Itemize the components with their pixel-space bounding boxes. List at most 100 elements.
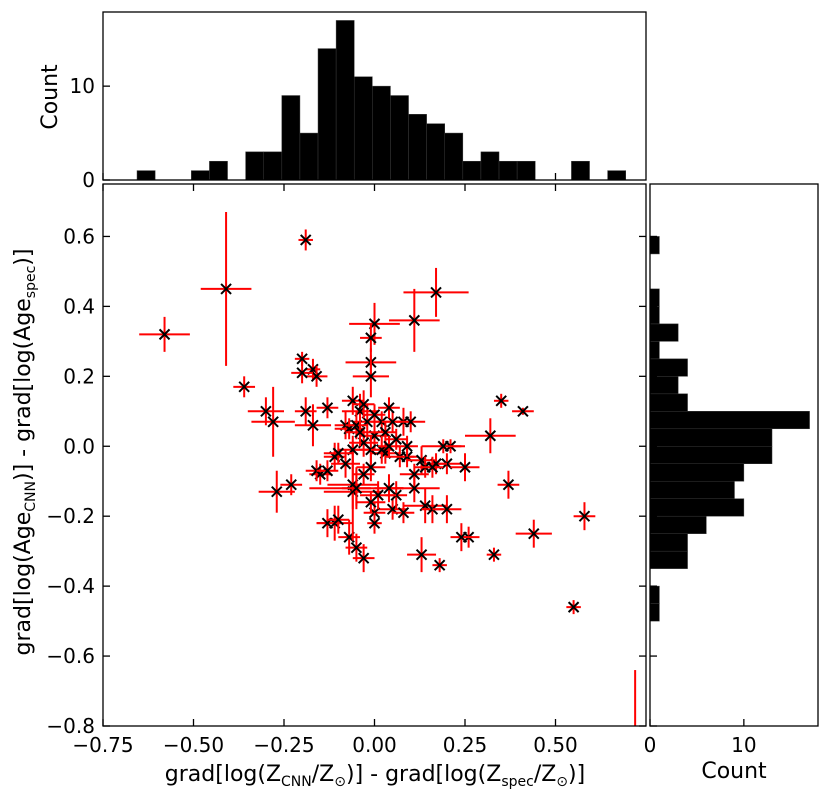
- x-marker-stroke: [332, 447, 345, 459]
- top-histogram-bar: [136, 170, 156, 180]
- x-marker-stroke: [368, 409, 381, 421]
- right-histogram-x-axis-label: Count: [701, 759, 767, 784]
- data-point: [323, 442, 353, 464]
- data-point: [331, 449, 361, 478]
- top-histogram-bar: [444, 132, 464, 180]
- top-histogram-panel: 0 10: [70, 11, 647, 192]
- data-point: [388, 288, 440, 352]
- right-histogram-bar: [650, 603, 660, 622]
- top-histogram-bar: [353, 76, 373, 180]
- x-marker-stroke: [296, 367, 308, 379]
- x-marker-stroke: [339, 458, 352, 470]
- x-marker-stroke: [321, 465, 334, 477]
- data-point: [421, 456, 444, 478]
- scatter-xtick-label: 0.50: [533, 733, 578, 757]
- x-marker-stroke: [379, 426, 392, 438]
- data-point: [573, 502, 596, 531]
- right-histogram-xtick-label: 10: [731, 733, 756, 757]
- right-histogram-bar: [650, 393, 688, 412]
- right-histogram-bar: [650, 236, 660, 255]
- x-marker-stroke: [408, 314, 421, 327]
- right-histogram-bar: [650, 323, 679, 342]
- data-point: [305, 365, 328, 387]
- top-histogram-y-axis-label: Count: [38, 64, 63, 130]
- top-histogram-bar: [390, 95, 409, 180]
- data-point: [291, 362, 313, 384]
- scatter-ytick-label: 0.4: [63, 294, 95, 318]
- x-marker-stroke: [300, 234, 312, 246]
- x-marker-stroke: [386, 416, 399, 428]
- right-histogram-bar: [650, 480, 735, 499]
- top-histogram-bar: [281, 95, 301, 180]
- x-marker-stroke: [441, 503, 453, 515]
- scatter-ytick-label: 0.6: [63, 224, 95, 248]
- x-marker-stroke: [365, 332, 377, 344]
- right-histogram-bar: [650, 550, 688, 569]
- top-histogram-bar: [372, 85, 391, 180]
- right-histogram-bar: [650, 463, 745, 482]
- x-marker-stroke: [238, 381, 250, 393]
- x-marker-stroke: [433, 559, 446, 571]
- scatter-ytick-label: −0.6: [46, 644, 95, 668]
- x-marker-stroke: [430, 286, 442, 299]
- top-histogram-bar: [335, 20, 355, 180]
- data-point: [392, 502, 415, 524]
- main-y-axis-label: grad[log(AgeCNN)] - grad[log(Agespec)]: [11, 249, 39, 656]
- x-marker-stroke: [401, 440, 413, 452]
- data-point: [432, 495, 462, 524]
- data-point: [139, 316, 190, 352]
- top-histogram-ytick-label: 10: [70, 74, 95, 98]
- top-histogram-bar: [516, 160, 536, 180]
- x-marker-stroke: [321, 402, 334, 414]
- data-point: [465, 418, 516, 454]
- x-marker-stroke: [220, 283, 232, 295]
- x-marker-stroke: [365, 496, 377, 508]
- scatter-ytick-label: −0.2: [46, 504, 95, 528]
- data-point: [367, 512, 382, 534]
- x-marker-stroke: [347, 395, 359, 407]
- right-histogram-bar: [650, 515, 707, 534]
- main-x-axis-label: grad[log(ZCNN/Z⊙)] - grad[log(Zspec/Z⊙)]: [165, 762, 585, 790]
- right-histogram-panel: 0 10: [644, 183, 819, 757]
- scatter-xtick-label: 0.25: [443, 733, 488, 757]
- right-histogram-frame: [649, 183, 819, 727]
- data-point: [356, 491, 386, 513]
- x-marker-stroke: [296, 353, 308, 365]
- data-point: [497, 470, 520, 499]
- data-point: [403, 267, 469, 317]
- x-marker-stroke: [404, 416, 417, 428]
- scatter-xtick-label: −0.50: [163, 733, 224, 757]
- data-point: [450, 453, 480, 482]
- top-histogram-bar: [607, 170, 626, 180]
- x-marker-stroke: [350, 482, 363, 494]
- scatter-ytick-label: −0.8: [46, 714, 95, 738]
- x-marker-stroke: [408, 482, 421, 494]
- x-marker-stroke: [383, 482, 395, 494]
- right-histogram-bar: [650, 358, 688, 377]
- top-histogram-bar: [299, 132, 319, 180]
- x-marker-stroke: [158, 328, 171, 341]
- data-point: [280, 474, 303, 496]
- data-point: [396, 435, 418, 457]
- data-point: [566, 600, 581, 615]
- x-marker-stroke: [502, 479, 515, 491]
- x-marker-stroke: [354, 426, 366, 438]
- data-point: [515, 519, 552, 548]
- scatter-frame: [102, 183, 647, 727]
- top-histogram-bar: [209, 160, 228, 180]
- scatter-ytick-label: 0.2: [63, 364, 95, 388]
- right-histogram-bar: [650, 376, 679, 395]
- x-marker-stroke: [567, 601, 580, 613]
- right-histogram-bar: [650, 341, 660, 360]
- x-marker-stroke: [426, 461, 439, 473]
- data-point: [512, 405, 534, 417]
- data-point: [352, 355, 389, 398]
- data-point: [352, 390, 375, 419]
- data-point: [233, 376, 256, 398]
- data-point: [200, 211, 252, 366]
- x-marker-stroke: [517, 405, 529, 417]
- data-point: [247, 397, 284, 426]
- x-marker-stroke: [368, 517, 381, 529]
- x-marker-stroke: [285, 479, 297, 491]
- scatter-xtick-label: 0.00: [352, 733, 397, 757]
